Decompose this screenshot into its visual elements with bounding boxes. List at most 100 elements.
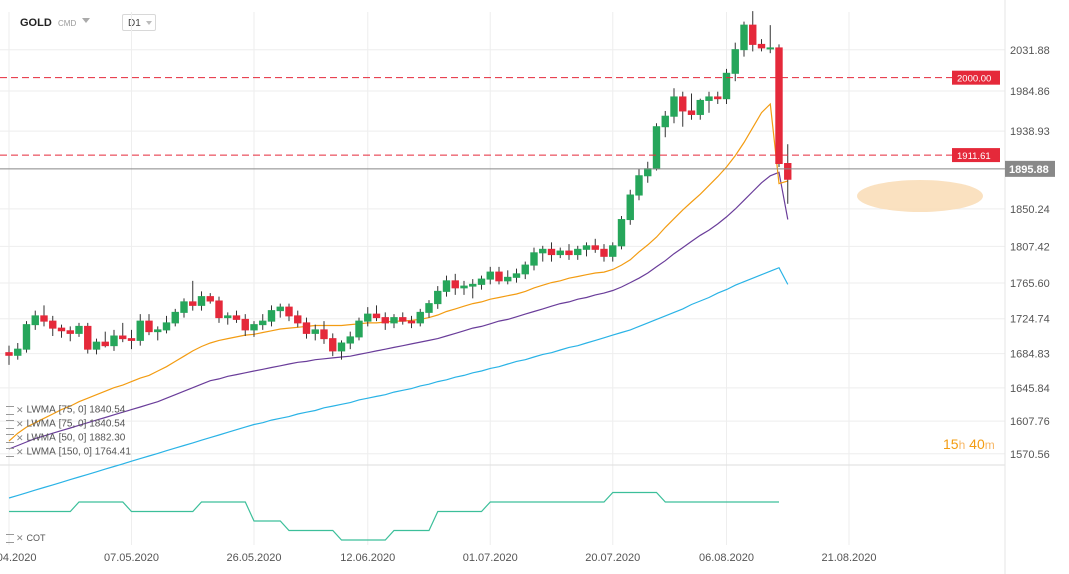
chevron-down-icon	[146, 21, 152, 25]
close-icon[interactable]: ✕	[16, 405, 24, 415]
candle-body	[66, 330, 74, 334]
close-icon[interactable]: ✕	[16, 433, 24, 443]
horizontal-lines: 2000.00 1911.61 1895.88	[0, 70, 1055, 177]
candle-body	[469, 283, 477, 287]
candle	[346, 331, 354, 350]
cot-line	[9, 491, 779, 541]
lwma-150-line	[8, 266, 789, 499]
candle	[696, 98, 704, 120]
candle	[75, 322, 83, 337]
candle	[722, 68, 731, 104]
candle	[556, 247, 564, 259]
legend-value: 1840.54	[89, 418, 126, 430]
candle-body	[346, 336, 354, 344]
candle-body	[31, 315, 39, 326]
candle-body	[267, 310, 276, 322]
candle-body	[92, 341, 101, 350]
menu-icon[interactable]	[6, 534, 14, 544]
timeframe-select[interactable]: D1	[122, 14, 156, 31]
moving-averages	[8, 102, 789, 499]
current-price-tag	[1005, 160, 1055, 177]
chart-header: GOLD CMD D1	[0, 0, 1005, 40]
legend-row[interactable]: ✕ LWMA [50, 0] 1882.30	[6, 431, 131, 445]
candle	[250, 321, 258, 337]
menu-icon[interactable]	[6, 433, 14, 443]
legend-value: 1764.41	[94, 446, 131, 458]
candle-body	[670, 96, 678, 117]
y-tick-label: 2031.88	[1010, 45, 1050, 57]
close-icon[interactable]: ✕	[16, 533, 24, 544]
legend-row[interactable]: ✕ LWMA [75, 0] 1840.54	[6, 417, 131, 431]
candle	[442, 275, 451, 297]
legend-row[interactable]: ✕ LWMA [75, 0] 1840.54	[6, 403, 131, 417]
candle-body	[250, 324, 258, 331]
candle	[145, 314, 153, 336]
candle	[600, 244, 608, 262]
candle-body	[539, 248, 547, 254]
level-tag	[952, 70, 1000, 85]
candle-body	[320, 329, 328, 340]
candle	[57, 324, 66, 338]
candle-body	[311, 329, 319, 334]
menu-icon[interactable]	[6, 447, 14, 457]
candle	[92, 338, 101, 355]
cot-legend[interactable]: ✕ COT	[6, 533, 46, 544]
candle	[5, 345, 13, 365]
y-tick-label: 1570.56	[1010, 449, 1050, 461]
candle	[215, 296, 223, 323]
legend-value: 1840.54	[89, 404, 126, 416]
candle-body	[556, 250, 564, 256]
candle-body	[451, 280, 459, 289]
x-tick-label: 26.05.2020	[226, 552, 281, 564]
countdown-hours: 15	[943, 436, 959, 452]
candle-body	[512, 273, 521, 278]
lwma-75-line	[8, 171, 789, 450]
candle-body	[5, 352, 13, 356]
candle	[530, 247, 538, 271]
price-axis: 2031.88 1984.86 1938.93 1850.24 1807.42 1765.…	[1010, 45, 1050, 461]
candle	[661, 110, 669, 138]
countdown-h-unit: h	[958, 438, 966, 452]
close-icon[interactable]: ✕	[16, 447, 24, 457]
candle	[294, 310, 302, 328]
y-tick-label: 1850.24	[1010, 204, 1050, 216]
candle	[180, 298, 188, 318]
candle-body	[364, 313, 372, 322]
timeframe-label: D1	[128, 18, 141, 29]
candle	[609, 242, 617, 262]
menu-icon[interactable]	[6, 405, 14, 415]
candle	[154, 326, 162, 341]
symbol-label[interactable]: GOLD	[20, 17, 52, 29]
x-tick-label: 06.08.2020	[699, 552, 754, 564]
candle-countdown: 15h 40m	[943, 436, 995, 452]
candle	[49, 315, 57, 337]
candle	[539, 245, 547, 262]
symbol-dropdown-icon[interactable]	[82, 18, 90, 23]
close-icon[interactable]: ✕	[16, 419, 24, 429]
menu-icon[interactable]	[6, 419, 14, 429]
candle-body	[145, 320, 153, 333]
candle	[775, 44, 783, 168]
grid	[0, 0, 1006, 574]
candle-body	[407, 320, 416, 324]
candle-body	[722, 72, 731, 100]
candle	[189, 280, 197, 311]
candle	[705, 91, 713, 113]
candle-body	[154, 329, 162, 333]
candle	[127, 329, 136, 350]
candle	[486, 266, 494, 285]
candles	[5, 11, 792, 365]
candle	[714, 91, 722, 104]
candle-body	[521, 264, 529, 275]
x-tick-label: 07.05.2020	[104, 552, 159, 564]
candle-body	[679, 96, 687, 112]
legend-row[interactable]: ✕ LWMA [150, 0] 1764.41	[6, 445, 131, 459]
candle-body	[530, 252, 538, 266]
x-tick-label: 01.07.2020	[463, 552, 518, 564]
candle	[259, 314, 267, 330]
candle	[119, 322, 127, 343]
candle-body	[617, 219, 626, 247]
candle	[224, 312, 232, 325]
candle-body	[565, 250, 573, 256]
